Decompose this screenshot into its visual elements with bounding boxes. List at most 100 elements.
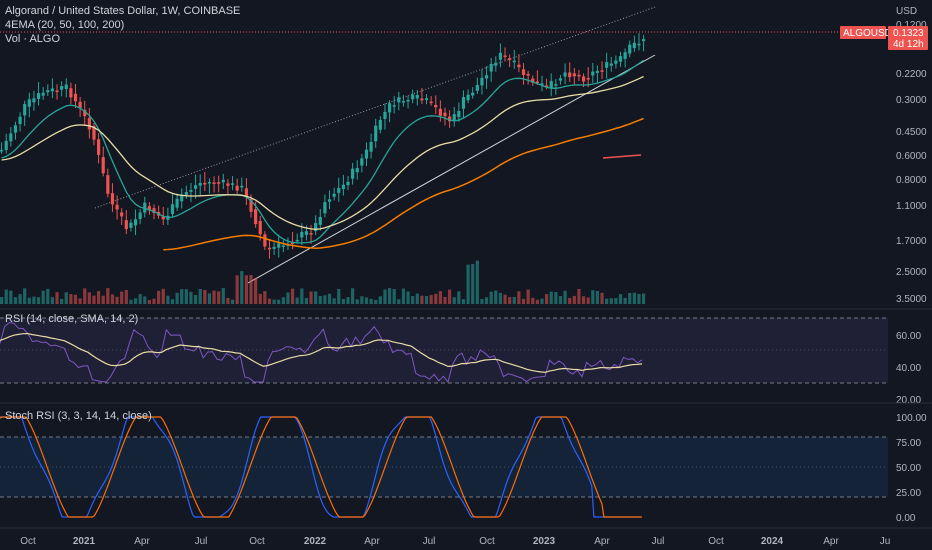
- candle-body[interactable]: [628, 44, 632, 54]
- stoch-label[interactable]: Stoch RSI (3, 3, 14, 14, close): [5, 410, 152, 422]
- candle-body[interactable]: [263, 234, 267, 247]
- candle-body[interactable]: [161, 215, 165, 220]
- candle-body[interactable]: [189, 190, 193, 192]
- candle-body[interactable]: [9, 133, 13, 142]
- ema-20-line[interactable]: [1, 59, 644, 244]
- candle-body[interactable]: [448, 116, 452, 122]
- candle-body[interactable]: [503, 55, 507, 57]
- candle-body[interactable]: [526, 73, 530, 76]
- candle-body[interactable]: [133, 219, 138, 226]
- candle-body[interactable]: [240, 185, 244, 188]
- candle-body[interactable]: [217, 182, 221, 184]
- candle-body[interactable]: [254, 209, 258, 225]
- candle-body[interactable]: [392, 105, 396, 107]
- candle-body[interactable]: [170, 204, 175, 215]
- candle-body[interactable]: [64, 84, 68, 89]
- candle-body[interactable]: [230, 183, 235, 185]
- candle-body[interactable]: [605, 62, 609, 68]
- candle-body[interactable]: [78, 101, 82, 109]
- candle-body[interactable]: [318, 216, 322, 225]
- candle-body[interactable]: [595, 70, 600, 73]
- candle-body[interactable]: [387, 103, 392, 113]
- candle-body[interactable]: [267, 247, 272, 250]
- candle-body[interactable]: [92, 126, 96, 140]
- candle-body[interactable]: [498, 52, 503, 60]
- candle-body[interactable]: [577, 74, 581, 77]
- candle-body[interactable]: [471, 92, 475, 96]
- candle-body[interactable]: [41, 92, 45, 96]
- candle-body[interactable]: [364, 149, 369, 159]
- candle-body[interactable]: [443, 112, 447, 117]
- candle-body[interactable]: [55, 90, 59, 93]
- candle-body[interactable]: [32, 98, 36, 103]
- candle-body[interactable]: [535, 81, 539, 83]
- candle-body[interactable]: [101, 157, 105, 174]
- candle-body[interactable]: [401, 101, 406, 103]
- candle-body[interactable]: [554, 84, 558, 86]
- candle-body[interactable]: [521, 69, 526, 75]
- candle-body[interactable]: [461, 97, 466, 109]
- candlesticks[interactable]: [0, 33, 646, 259]
- candle-body[interactable]: [27, 99, 31, 107]
- candle-body[interactable]: [124, 220, 128, 230]
- candle-body[interactable]: [420, 98, 424, 101]
- candle-body[interactable]: [466, 94, 470, 101]
- candle-body[interactable]: [346, 181, 350, 186]
- candle-body[interactable]: [180, 194, 184, 202]
- candle-body[interactable]: [618, 56, 623, 62]
- candle-body[interactable]: [327, 199, 332, 202]
- candle-body[interactable]: [600, 70, 604, 72]
- candle-body[interactable]: [46, 90, 50, 93]
- rsi-line[interactable]: [0, 322, 643, 384]
- candle-body[interactable]: [50, 88, 55, 92]
- candle-body[interactable]: [572, 73, 576, 77]
- candle-body[interactable]: [429, 101, 433, 104]
- candle-body[interactable]: [18, 116, 22, 125]
- candle-body[interactable]: [249, 198, 253, 212]
- candle-body[interactable]: [258, 220, 262, 235]
- candle-body[interactable]: [87, 117, 91, 130]
- candle-body[interactable]: [244, 188, 248, 198]
- candle-body[interactable]: [184, 192, 188, 195]
- candle-body[interactable]: [434, 104, 438, 108]
- ema-200-line[interactable]: [602, 154, 642, 159]
- rsi-sma-line[interactable]: [0, 332, 643, 374]
- candle-body[interactable]: [290, 242, 295, 245]
- candle-body[interactable]: [484, 75, 489, 79]
- candle-body[interactable]: [226, 183, 230, 186]
- candle-body[interactable]: [411, 94, 415, 100]
- time-axis[interactable]: Oct 2021 Apr Jul Oct 2022 Apr Jul Oct 2023 Apr Jul O…: [20, 536, 890, 547]
- candle-body[interactable]: [623, 52, 627, 59]
- candle-body[interactable]: [438, 108, 442, 116]
- candle-body[interactable]: [36, 93, 41, 99]
- candle-body[interactable]: [69, 88, 73, 98]
- candle-body[interactable]: [406, 100, 410, 102]
- candle-body[interactable]: [13, 125, 18, 133]
- candle-body[interactable]: [106, 175, 110, 194]
- candle-body[interactable]: [545, 85, 549, 88]
- candle-body[interactable]: [73, 93, 78, 102]
- candle-body[interactable]: [314, 223, 318, 232]
- candle-body[interactable]: [568, 72, 572, 78]
- candle-body[interactable]: [175, 198, 179, 208]
- candle-body[interactable]: [637, 43, 641, 46]
- candle-body[interactable]: [397, 97, 401, 103]
- candle-body[interactable]: [147, 206, 151, 211]
- candle-body[interactable]: [212, 182, 216, 184]
- candle-body[interactable]: [508, 58, 512, 60]
- candle-body[interactable]: [369, 141, 373, 152]
- candle-body[interactable]: [300, 231, 304, 238]
- stoch-k-line[interactable]: [0, 416, 642, 518]
- candle-body[interactable]: [383, 111, 387, 119]
- candle-body[interactable]: [614, 60, 618, 64]
- candle-body[interactable]: [277, 243, 281, 248]
- candle-body[interactable]: [480, 77, 484, 86]
- candle-body[interactable]: [281, 245, 285, 247]
- candle-body[interactable]: [235, 185, 239, 191]
- candle-body[interactable]: [332, 193, 336, 197]
- candle-body[interactable]: [203, 182, 207, 185]
- candle-body[interactable]: [198, 182, 202, 186]
- candle-body[interactable]: [295, 239, 299, 242]
- rsi-label[interactable]: RSI (14, close, SMA, 14, 2): [5, 313, 138, 325]
